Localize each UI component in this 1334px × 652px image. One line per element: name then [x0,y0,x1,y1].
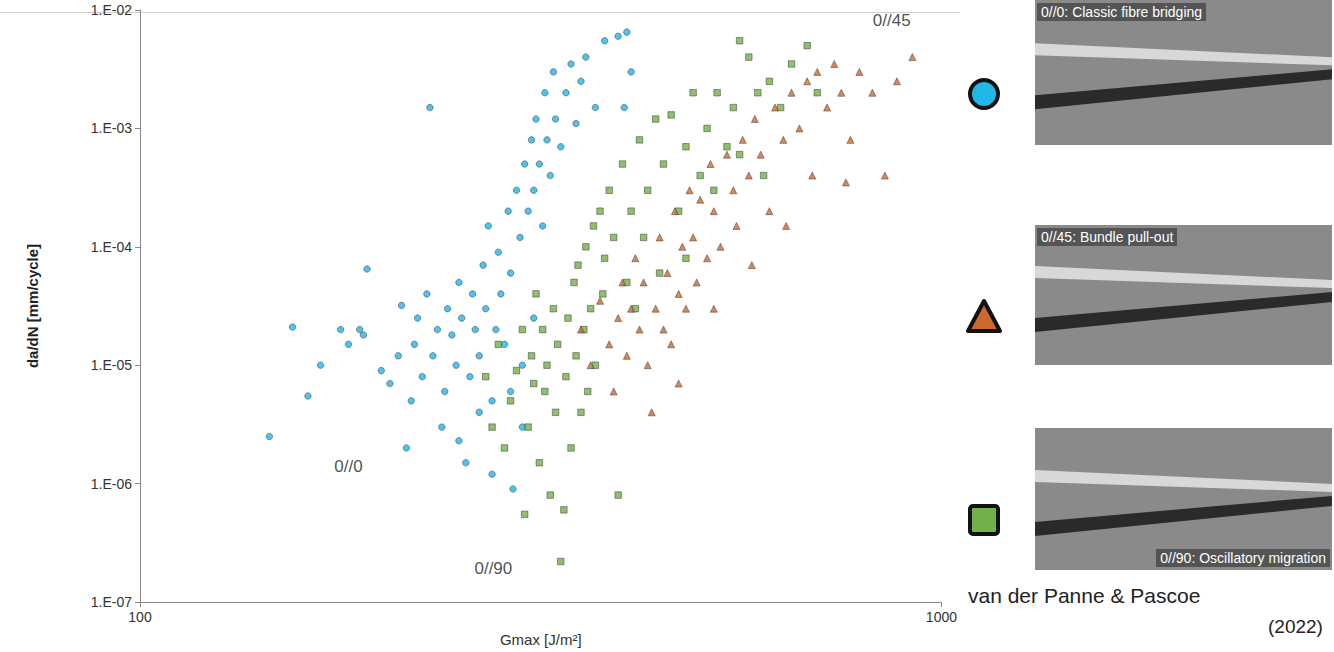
svg-text:Gmax [J/m²]: Gmax [J/m²] [500,631,582,648]
svg-text:1.E-05: 1.E-05 [91,357,132,373]
svg-text:0//90: 0//90 [474,559,512,578]
svg-text:1000: 1000 [926,609,957,625]
svg-text:1.E-04: 1.E-04 [91,239,132,255]
svg-text:100: 100 [128,609,152,625]
svg-text:da/dN [mm/cycle]: da/dN [mm/cycle] [24,244,41,368]
html-text:(2022): (2022) [1268,616,1323,637]
svg-text:0//45: 0//45 [873,11,911,30]
html-text:0//90: Oscillatory migration: 0//90: Oscillatory migration [1160,550,1326,566]
html-text:van der Panne & Pascoe: van der Panne & Pascoe [968,584,1201,607]
svg-text:1.E-03: 1.E-03 [91,120,132,136]
svg-text:0//0: 0//0 [334,457,362,476]
svg-text:1.E-02: 1.E-02 [91,2,132,18]
html-text:0//45: Bundle pull-out: 0//45: Bundle pull-out [1041,229,1174,245]
svg-text:1.E-07: 1.E-07 [91,594,132,610]
svg-text:1.E-06: 1.E-06 [91,476,132,492]
html-text:0//0: Classic fibre bridging: 0//0: Classic fibre bridging [1041,4,1203,20]
